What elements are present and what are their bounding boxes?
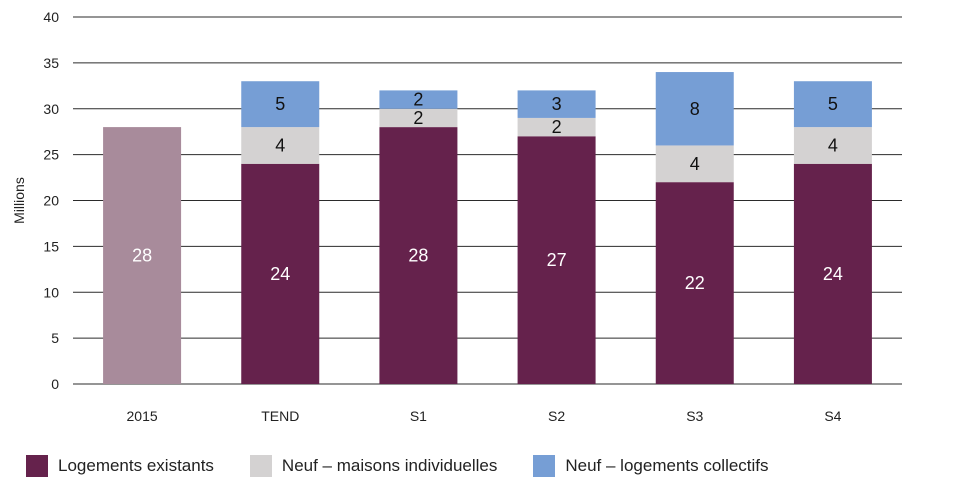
x-tick-label-TEND: TEND — [261, 408, 299, 424]
data-label-S2-2: 3 — [552, 94, 562, 114]
data-label-TEND-1: 4 — [275, 135, 285, 155]
bar-2015-0 — [103, 127, 182, 384]
y-tick-label-15: 15 — [43, 238, 59, 254]
bar-TEND-0 — [241, 163, 320, 384]
data-label-S1-1: 2 — [413, 108, 423, 128]
bar-S1-1 — [379, 108, 458, 128]
bar-S3-0 — [655, 182, 734, 384]
legend-label-maisons: Neuf – maisons individuelles — [281, 456, 498, 475]
y-tick-label-25: 25 — [43, 147, 59, 163]
x-tick-label-2015: 2015 — [127, 408, 158, 424]
data-label-S4-0: 24 — [823, 264, 843, 284]
legend-swatch-maisons — [249, 455, 272, 477]
data-label-S1-2: 2 — [413, 90, 423, 110]
bar-S3-2 — [655, 72, 734, 146]
bar-S2-1 — [517, 117, 596, 137]
y-axis-label: Millions — [11, 177, 27, 224]
x-tick-label-S1: S1 — [410, 408, 427, 424]
data-label-2015-0: 28 — [132, 246, 152, 266]
bar-S4-1 — [793, 127, 872, 164]
x-tick-label-S3: S3 — [686, 408, 703, 424]
bar-TEND-2 — [241, 81, 320, 128]
legend: Logements existants Neuf – maisons indiv… — [26, 455, 805, 477]
y-tick-label-30: 30 — [43, 101, 59, 117]
legend-item-existants: Logements existants — [26, 455, 214, 477]
data-label-TEND-0: 24 — [270, 264, 290, 284]
legend-swatch-existants — [26, 455, 48, 477]
y-tick-label-0: 0 — [51, 376, 59, 392]
bar-TEND-1 — [241, 127, 320, 164]
data-label-S3-2: 8 — [690, 99, 700, 119]
chart-plot: 0510152025303540Millions2820152445TEND28… — [11, 9, 902, 424]
bar-S4-2 — [793, 81, 872, 128]
legend-item-maisons: Neuf – maisons individuelles — [249, 455, 498, 477]
data-label-S1-0: 28 — [408, 246, 428, 266]
bar-S4-0 — [793, 163, 872, 384]
x-tick-label-S2: S2 — [548, 408, 565, 424]
data-label-TEND-2: 5 — [275, 94, 285, 114]
y-tick-label-5: 5 — [51, 330, 59, 346]
data-label-S2-1: 2 — [552, 117, 562, 137]
bar-S2-0 — [517, 136, 596, 384]
data-label-S3-1: 4 — [690, 154, 700, 174]
data-label-S4-1: 4 — [828, 135, 838, 155]
data-label-S4-2: 5 — [828, 94, 838, 114]
y-tick-label-40: 40 — [43, 9, 59, 25]
bar-S1-0 — [379, 127, 458, 384]
bar-S2-2 — [517, 90, 596, 118]
legend-item-collectifs: Neuf – logements collectifs — [533, 455, 769, 477]
data-label-S2-0: 27 — [547, 250, 567, 270]
bar-S3-1 — [655, 145, 734, 183]
y-tick-label-20: 20 — [43, 193, 59, 209]
legend-label-collectifs: Neuf – logements collectifs — [565, 456, 769, 475]
y-tick-label-10: 10 — [43, 284, 59, 300]
data-label-S3-0: 22 — [685, 273, 705, 293]
x-tick-label-S4: S4 — [824, 408, 841, 424]
y-tick-label-35: 35 — [43, 55, 59, 71]
legend-swatch-collectifs — [533, 455, 556, 477]
legend-label-existants: Logements existants — [58, 456, 214, 475]
bar-S1-2 — [379, 90, 458, 109]
